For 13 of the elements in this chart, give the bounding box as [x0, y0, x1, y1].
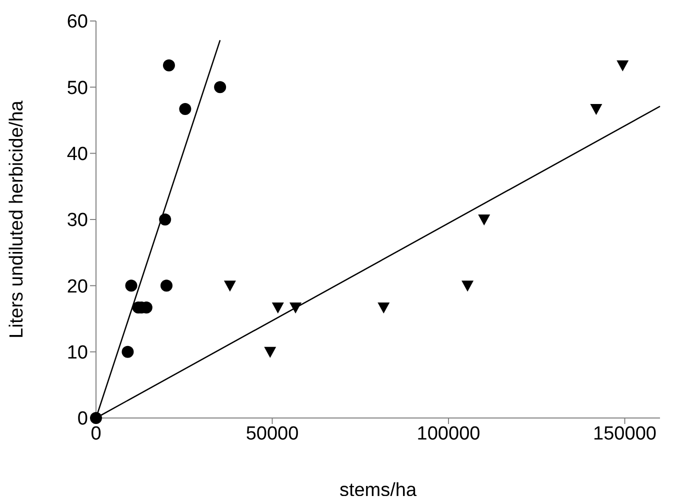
y-tick-label: 30 — [66, 210, 88, 232]
x-tick-label: 100000 — [416, 423, 480, 444]
y-tick-label: 60 — [66, 12, 88, 33]
x-tick-label: 0 — [90, 423, 102, 444]
y-tick-label: 50 — [66, 78, 88, 99]
x-tick-label: 50000 — [246, 423, 299, 444]
y-tick-label: 40 — [66, 144, 88, 166]
x-tick-label: 150000 — [593, 423, 656, 444]
y-axis-title: Liters undiluted herbicide/ha — [6, 100, 28, 338]
y-tick-label: 20 — [66, 276, 88, 298]
y-tick-label: 0 — [77, 408, 88, 430]
x-axis-title: stems/ha — [339, 480, 417, 501]
y-tick-label: 10 — [66, 342, 88, 364]
